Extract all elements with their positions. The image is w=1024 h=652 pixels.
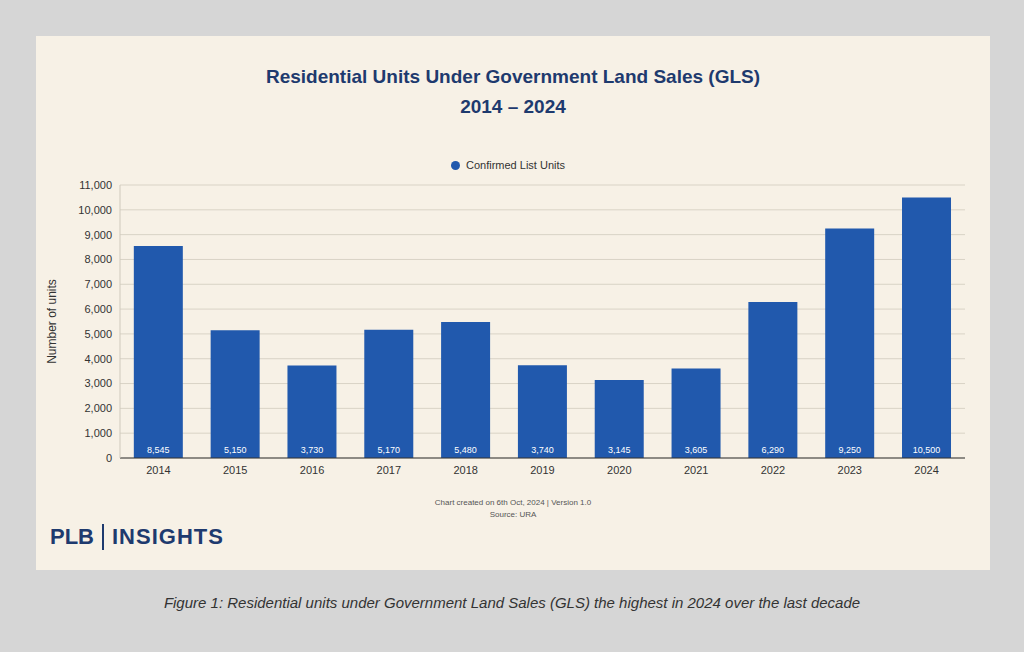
html-text:INSIGHTS: INSIGHTS	[112, 524, 224, 549]
svg-text:3,145: 3,145	[608, 445, 631, 455]
svg-text:2023: 2023	[838, 464, 862, 476]
svg-text:5,000: 5,000	[84, 328, 112, 340]
svg-text:3,605: 3,605	[685, 445, 708, 455]
svg-text:2022: 2022	[761, 464, 785, 476]
svg-text:8,000: 8,000	[84, 253, 112, 265]
svg-text:3,740: 3,740	[531, 445, 554, 455]
svg-text:2,000: 2,000	[84, 402, 112, 414]
svg-text:4,000: 4,000	[84, 353, 112, 365]
svg-text:8,545: 8,545	[147, 445, 170, 455]
svg-text:2024: 2024	[914, 464, 938, 476]
svg-text:2016: 2016	[300, 464, 324, 476]
svg-text:1,000: 1,000	[84, 427, 112, 439]
html-text:Confirmed List Units: Confirmed List Units	[466, 159, 565, 172]
svg-text:2019: 2019	[530, 464, 554, 476]
html-text:PLB: PLB	[50, 524, 94, 549]
svg-text:2018: 2018	[453, 464, 477, 476]
html-text:Chart created on 6th Oct, 2024: Chart created on 6th Oct, 2024 | Version…	[434, 498, 592, 507]
html-text:2014 – 2024: 2014 – 2024	[460, 96, 566, 117]
svg-text:11,000: 11,000	[79, 179, 112, 191]
svg-text:9,000: 9,000	[84, 229, 112, 241]
svg-text:7,000: 7,000	[84, 278, 112, 290]
svg-text:6,290: 6,290	[762, 445, 785, 455]
svg-text:3,000: 3,000	[84, 377, 112, 389]
html-text:Source: URA: Source: URA	[489, 510, 537, 519]
svg-text:2017: 2017	[377, 464, 401, 476]
svg-text:2020: 2020	[607, 464, 631, 476]
svg-text:3,730: 3,730	[301, 445, 324, 455]
html-text:Residential Units Under Govern: Residential Units Under Government Land …	[266, 66, 760, 87]
svg-text:0: 0	[106, 452, 112, 464]
svg-text:5,150: 5,150	[224, 445, 247, 455]
svg-text:10,500: 10,500	[913, 445, 941, 455]
svg-text:10,000: 10,000	[78, 204, 112, 216]
svg-text:5,170: 5,170	[378, 445, 401, 455]
svg-text:2014: 2014	[146, 464, 170, 476]
svg-text:5,480: 5,480	[454, 445, 477, 455]
svg-text:2021: 2021	[684, 464, 708, 476]
svg-text:Number of units: Number of units	[45, 279, 59, 364]
html-text:Figure 1: Residential units un: Figure 1: Residential units under Govern…	[163, 594, 861, 611]
svg-text:2015: 2015	[223, 464, 247, 476]
svg-text:6,000: 6,000	[84, 303, 112, 315]
svg-text:9,250: 9,250	[838, 445, 861, 455]
